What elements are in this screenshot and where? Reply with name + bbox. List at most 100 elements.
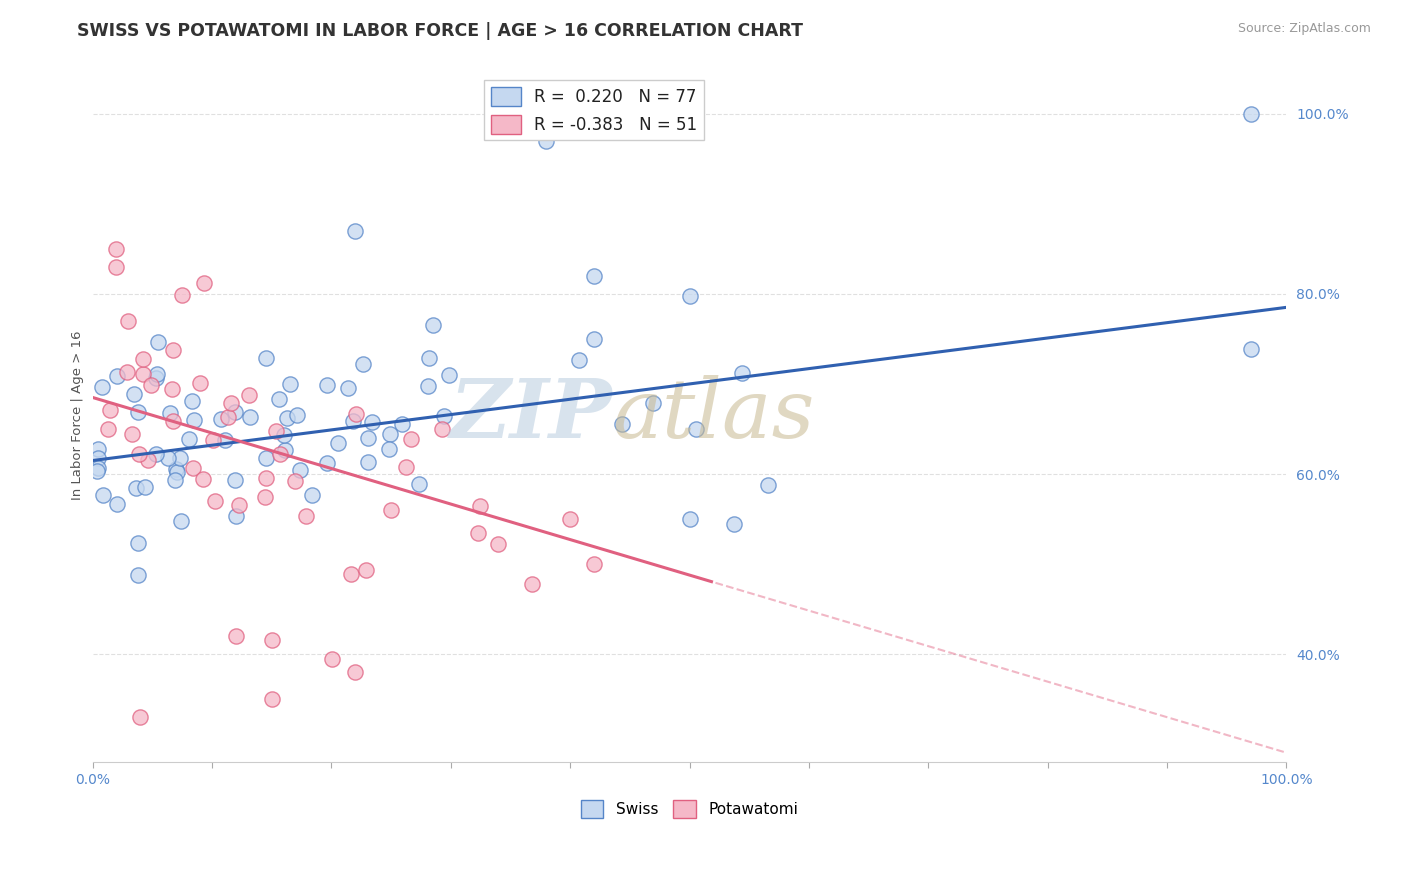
Y-axis label: In Labor Force | Age > 16: In Labor Force | Age > 16: [72, 331, 84, 500]
Point: [136, 453, 159, 467]
Point: [344, 665, 367, 680]
Point: [131, 367, 153, 381]
Point: [342, 414, 364, 428]
Point: [224, 473, 246, 487]
Point: [344, 407, 367, 421]
Point: [183, 413, 205, 427]
Point: [1240, 106, 1263, 120]
Point: [378, 427, 401, 442]
Point: [179, 432, 201, 446]
Point: [91, 380, 114, 394]
Point: [470, 500, 492, 514]
Point: [162, 382, 184, 396]
Point: [122, 386, 145, 401]
Text: Source: ZipAtlas.com: Source: ZipAtlas.com: [1237, 22, 1371, 36]
Point: [273, 427, 295, 442]
Point: [486, 536, 509, 550]
Point: [193, 276, 215, 290]
Point: [105, 242, 128, 256]
Point: [321, 652, 343, 666]
Point: [731, 366, 754, 380]
Point: [260, 692, 283, 706]
Point: [188, 376, 211, 391]
Point: [127, 567, 149, 582]
Point: [316, 378, 339, 392]
Point: [391, 417, 413, 431]
Point: [170, 288, 193, 302]
Point: [238, 388, 260, 402]
Point: [132, 352, 155, 367]
Point: [86, 451, 108, 466]
Point: [610, 417, 633, 432]
Point: [1240, 342, 1263, 356]
Point: [536, 134, 558, 148]
Point: [209, 412, 232, 426]
Point: [157, 450, 180, 465]
Text: atlas: atlas: [612, 376, 814, 456]
Point: [105, 369, 128, 384]
Point: [643, 396, 665, 410]
Point: [344, 224, 367, 238]
Point: [148, 335, 170, 350]
Point: [422, 318, 444, 332]
Point: [134, 480, 156, 494]
Point: [354, 563, 377, 577]
Point: [121, 426, 143, 441]
Point: [254, 451, 277, 466]
Point: [224, 405, 246, 419]
Point: [723, 516, 745, 531]
Point: [145, 447, 167, 461]
Point: [582, 557, 605, 571]
Point: [125, 481, 148, 495]
Point: [162, 343, 184, 357]
Point: [129, 710, 152, 724]
Point: [418, 351, 440, 366]
Point: [437, 368, 460, 382]
Point: [170, 514, 193, 528]
Point: [87, 460, 110, 475]
Point: [264, 424, 287, 438]
Point: [284, 474, 307, 488]
Point: [219, 395, 242, 409]
Point: [214, 433, 236, 447]
Point: [276, 410, 298, 425]
Point: [267, 392, 290, 407]
Point: [256, 471, 278, 485]
Point: [86, 463, 108, 477]
Point: [678, 512, 700, 526]
Point: [337, 381, 360, 395]
Point: [520, 577, 543, 591]
Point: [166, 465, 188, 479]
Point: [253, 490, 276, 504]
Point: [181, 461, 204, 475]
Point: [756, 478, 779, 492]
Point: [225, 509, 247, 524]
Point: [217, 409, 239, 424]
Point: [115, 365, 138, 379]
Point: [127, 404, 149, 418]
Point: [380, 503, 402, 517]
Point: [98, 402, 121, 417]
Point: [399, 432, 422, 446]
Text: ZIP: ZIP: [450, 376, 612, 456]
Point: [162, 414, 184, 428]
Point: [679, 289, 702, 303]
Point: [560, 512, 582, 526]
Point: [117, 314, 139, 328]
Legend: Swiss, Potawatomi: Swiss, Potawatomi: [575, 794, 804, 824]
Point: [128, 447, 150, 461]
Point: [159, 406, 181, 420]
Point: [141, 378, 163, 392]
Point: [582, 332, 605, 346]
Point: [274, 443, 297, 458]
Point: [191, 472, 214, 486]
Point: [357, 455, 380, 469]
Point: [377, 442, 399, 457]
Point: [295, 508, 318, 523]
Point: [127, 536, 149, 550]
Point: [356, 431, 378, 445]
Point: [165, 462, 187, 476]
Point: [582, 268, 605, 283]
Point: [685, 422, 707, 436]
Point: [169, 450, 191, 465]
